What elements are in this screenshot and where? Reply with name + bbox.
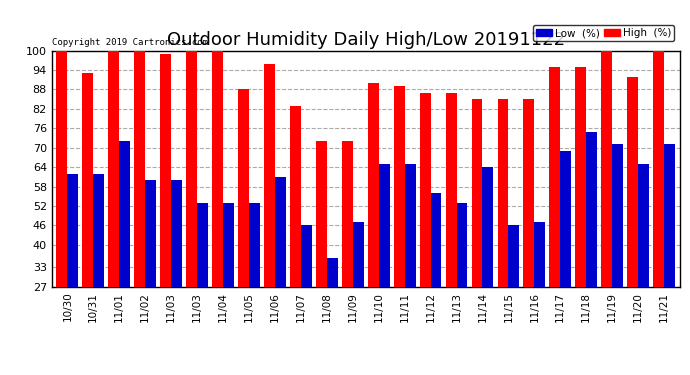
Bar [353,222,364,287]
Bar [316,141,327,287]
Bar [379,164,390,287]
Bar [638,164,649,287]
Bar [457,203,467,287]
Bar [497,99,509,287]
Bar [482,167,493,287]
Bar [275,177,286,287]
Bar [186,51,197,287]
Bar [68,174,78,287]
Bar [586,132,597,287]
Bar [290,106,301,287]
Bar [664,144,675,287]
Bar [212,51,223,287]
Bar [560,151,571,287]
Bar [93,174,104,287]
Bar [601,51,612,287]
Bar [342,141,353,287]
Bar [119,141,130,287]
Bar [301,225,312,287]
Bar [264,64,275,287]
Bar [627,76,638,287]
Bar [108,51,119,287]
Legend: Low  (%), High  (%): Low (%), High (%) [533,25,674,41]
Bar [57,51,68,287]
Text: Copyright 2019 Cartronics.com: Copyright 2019 Cartronics.com [52,38,208,46]
Bar [327,258,337,287]
Bar [160,54,171,287]
Bar [368,83,379,287]
Bar [145,180,156,287]
Bar [404,164,415,287]
Bar [394,86,404,287]
Bar [171,180,182,287]
Bar [249,203,260,287]
Bar [534,222,545,287]
Bar [420,93,431,287]
Bar [549,67,560,287]
Bar [612,144,623,287]
Bar [431,193,442,287]
Bar [446,93,457,287]
Bar [509,225,520,287]
Bar [524,99,534,287]
Bar [471,99,482,287]
Bar [223,203,234,287]
Bar [653,51,664,287]
Bar [197,203,208,287]
Bar [135,51,145,287]
Bar [238,90,249,287]
Bar [575,67,586,287]
Bar [82,73,93,287]
Title: Outdoor Humidity Daily High/Low 20191122: Outdoor Humidity Daily High/Low 20191122 [167,31,564,49]
